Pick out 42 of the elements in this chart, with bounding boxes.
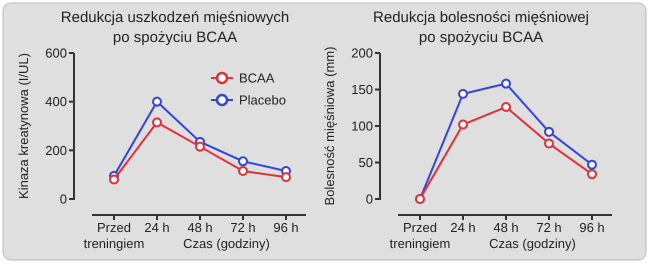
y-tick-label: 600 [45, 46, 67, 61]
point [281, 172, 291, 182]
y-axis-title: Kinaza kreatynowa (I/UL) [16, 53, 31, 199]
legend-label: BCAA [239, 70, 275, 86]
point [501, 102, 511, 112]
x-axis-title: Czas (godziny) [489, 236, 576, 251]
x-axis-title: Czas (godziny) [183, 236, 270, 251]
x-tick-label: 48 h [493, 220, 519, 235]
point [587, 160, 597, 170]
point [109, 174, 119, 185]
y-tick-label: 0 [366, 192, 373, 207]
y-tick-label: 200 [351, 46, 373, 61]
point [152, 117, 162, 128]
x-tick-label: 48 h [187, 220, 213, 235]
y-tick-label: 400 [45, 94, 67, 110]
y-tick-label: 150 [351, 82, 373, 98]
x-tick-label: 96 h [579, 220, 605, 235]
point [195, 142, 205, 152]
y-axis-title: Bolesność mięśniowa (mm) [322, 46, 337, 206]
y-tick-label: 50 [358, 155, 373, 170]
point [501, 78, 511, 89]
x-tick-label: 24 h [144, 220, 170, 235]
point [238, 166, 248, 176]
x-tick-label: Przed treningiem [390, 220, 450, 251]
point [587, 169, 597, 180]
x-tick-label: 72 h [230, 220, 256, 235]
point [544, 138, 554, 149]
point [458, 120, 468, 130]
y-tick-label: 0 [60, 192, 67, 207]
legend-label: Placebo [239, 92, 286, 108]
chart-title: Redukcja bolesności mięśniowej po spożyciu BCAA [373, 9, 589, 46]
point [544, 126, 554, 137]
x-tick-label: 96 h [273, 220, 299, 235]
y-tick-label: 100 [351, 118, 373, 134]
x-tick-label: Przed treningiem [84, 220, 144, 251]
x-tick-label: 72 h [536, 220, 562, 235]
x-tick-label: 24 h [450, 220, 476, 235]
point [238, 156, 248, 166]
point [458, 88, 468, 99]
point [152, 96, 162, 107]
chart-title: Redukcja uszkodzeń mięśniowych po spożyciu BCAA [60, 9, 290, 46]
y-tick-label: 200 [45, 142, 67, 158]
